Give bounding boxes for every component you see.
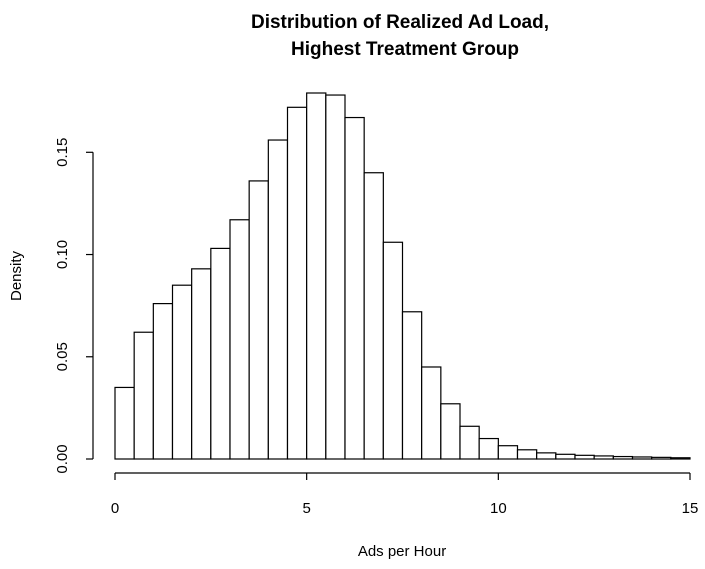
x-axis: 0 5 10 15 [111,472,699,517]
x-tick-label: 0 [111,500,119,517]
y-axis: 0.00 0.05 0.10 0.15 [54,138,94,474]
x-tick-label: 10 [490,500,507,517]
histogram-bar [612,455,634,460]
histogram-bar [593,455,614,460]
histogram-bar [171,284,193,460]
histogram-bar [191,268,212,460]
y-tick-label: 0.15 [54,138,71,167]
histogram-bar [306,92,327,460]
histogram-bar [516,449,538,460]
histogram-bar [401,311,423,460]
histogram-bar [229,219,250,460]
histogram-bar [478,437,499,460]
histogram-bar [651,456,672,460]
histogram-bar [286,106,308,460]
histogram-bar [555,453,576,460]
y-tick-label: 0.05 [54,342,71,371]
bars-group [114,92,691,460]
histogram-bar [267,139,289,460]
x-tick-label: 5 [302,500,310,517]
y-axis-label: Density [8,250,25,301]
histogram-bar [421,366,442,460]
histogram-bar [670,457,691,460]
y-tick-label: 0.00 [54,444,71,473]
histogram-bar [344,116,365,460]
chart-title-line2: Highest Treatment Group [291,39,519,60]
x-tick-label: 15 [682,500,699,517]
histogram-bar [574,454,595,460]
histogram-bar [210,247,231,460]
histogram-bar [631,456,653,460]
histogram-bar [133,331,154,460]
histogram-bar [114,386,135,460]
histogram-bar [248,180,269,460]
histogram-bar [152,303,174,460]
histogram-bar [536,452,557,460]
y-tick-label: 0.10 [54,240,71,269]
histogram-bar [363,172,384,460]
histogram-bar [440,403,461,460]
chart-title-line1: Distribution of Realized Ad Load, [251,12,549,33]
histogram-bar [325,94,346,460]
histogram-bar [497,445,519,460]
histogram-bar [382,241,404,460]
x-axis-label: Ads per Hour [358,543,446,560]
histogram-bar [459,425,480,460]
